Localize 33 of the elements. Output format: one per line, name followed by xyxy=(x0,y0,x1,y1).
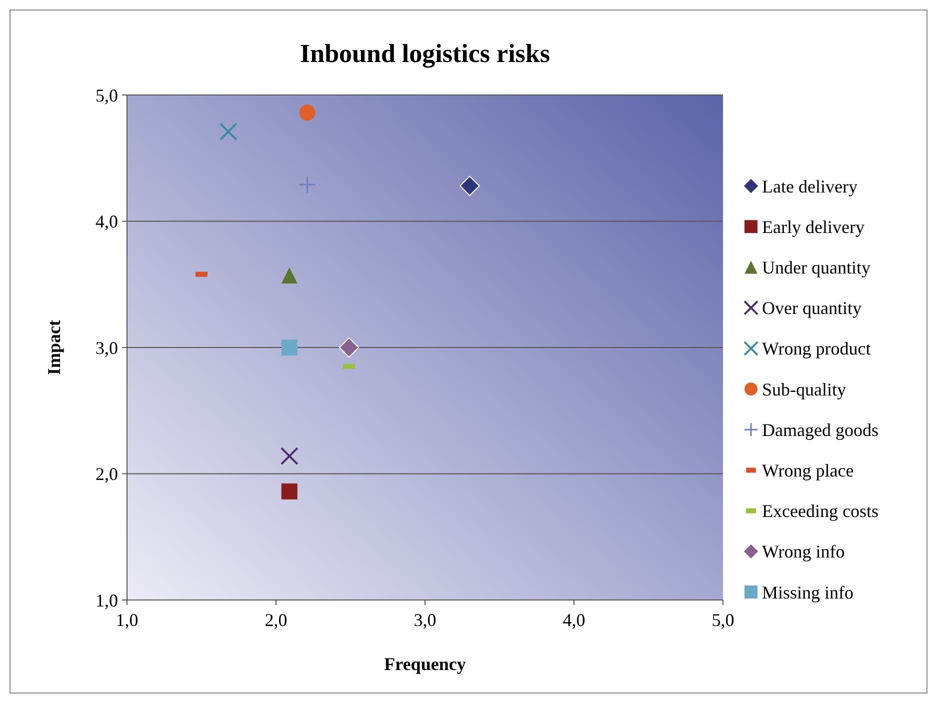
x-tick-label: 5,0 xyxy=(712,610,734,630)
y-tick-label: 3,0 xyxy=(96,338,118,358)
point xyxy=(298,176,316,194)
legend-label: Wrong product xyxy=(762,338,871,359)
x-axis-title: Frequency xyxy=(384,654,466,674)
y-tick-label: 4,0 xyxy=(96,212,118,232)
chart-title: Inbound logistics risks xyxy=(300,39,550,68)
x-tick-label: 3,0 xyxy=(414,610,436,630)
y-tick-label: 1,0 xyxy=(96,590,118,610)
x-tick-label: 2,0 xyxy=(264,610,288,630)
legend-label: Wrong info xyxy=(762,542,845,562)
legend-label: Exceeding costs xyxy=(762,501,878,522)
point xyxy=(281,340,298,356)
legend-label: Damaged goods xyxy=(762,420,878,440)
point xyxy=(338,337,360,358)
legend-label: Under quantity xyxy=(762,258,870,278)
legend-label: Late delivery xyxy=(762,176,858,196)
y-tick-label: 2,0 xyxy=(96,464,118,484)
y-axis-title: Impact xyxy=(44,320,64,375)
x-tick-label: 1,0 xyxy=(116,610,138,630)
point xyxy=(299,104,316,121)
legend-label: Early delivery xyxy=(762,216,864,237)
point xyxy=(219,122,238,141)
point xyxy=(281,268,298,284)
legend-label: Over quantity xyxy=(762,298,862,318)
x-tick-label: 4,0 xyxy=(562,610,586,630)
y-tick-label: 5,0 xyxy=(96,85,118,106)
legend-label: Missing info xyxy=(762,582,854,602)
legend-label: Wrong place xyxy=(762,460,854,480)
point xyxy=(280,447,298,466)
legend-label: Sub-quality xyxy=(762,379,846,400)
point xyxy=(281,483,298,500)
point xyxy=(460,176,480,196)
